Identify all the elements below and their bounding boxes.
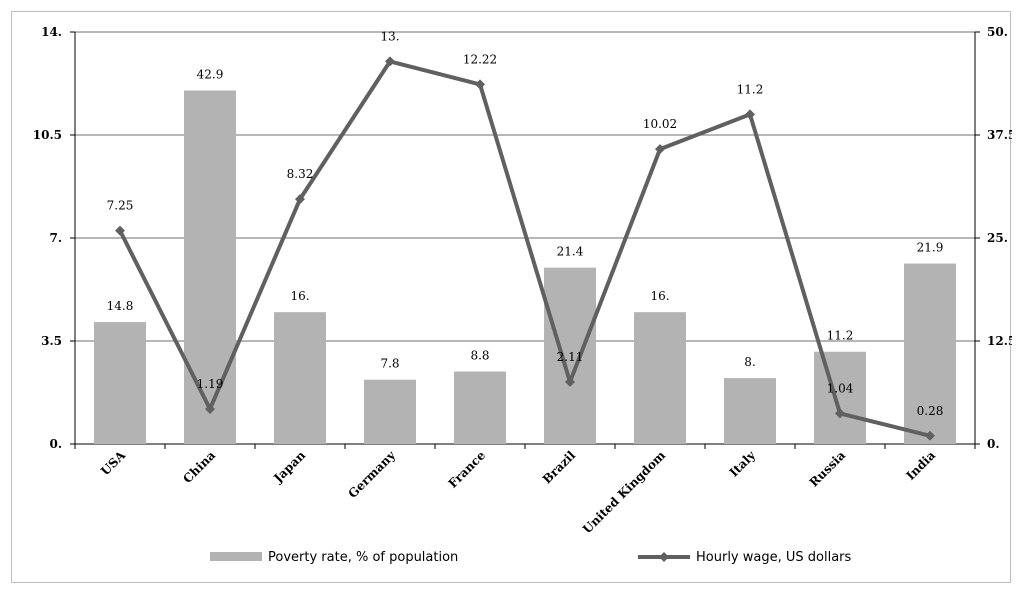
line-data-label: 13. bbox=[380, 29, 399, 43]
wage-point-india bbox=[925, 430, 935, 441]
bar-data-label: 8.8 bbox=[470, 348, 489, 362]
bar-data-label: 21.9 bbox=[917, 241, 944, 255]
bar-china bbox=[184, 90, 236, 444]
y-left-tick-label: 0. bbox=[49, 437, 62, 451]
legend-marker-wage bbox=[659, 552, 669, 562]
x-category-label: China bbox=[180, 448, 218, 486]
bar-united-kingdom bbox=[634, 312, 686, 444]
x-category-label: Italy bbox=[727, 447, 759, 479]
bar-india bbox=[904, 263, 956, 444]
bar-japan bbox=[274, 312, 326, 444]
wage-point-russia bbox=[835, 408, 845, 419]
bar-russia bbox=[814, 351, 866, 444]
x-category-label: Japan bbox=[270, 448, 308, 486]
x-category-label: India bbox=[903, 448, 938, 483]
x-category-label: USA bbox=[98, 448, 128, 478]
line-data-label: 1.04 bbox=[827, 381, 854, 395]
x-category-label: United Kingdom bbox=[580, 448, 668, 536]
bar-data-label: 42.9 bbox=[197, 68, 224, 82]
wage-point-united-kingdom bbox=[655, 144, 665, 155]
line-data-label: 2.11 bbox=[557, 350, 584, 364]
legend-label-wage: Hourly wage, US dollars bbox=[696, 550, 852, 565]
bar-france bbox=[454, 371, 506, 444]
y-left-tick-label: 10.5 bbox=[33, 128, 62, 142]
line-data-label: 7.25 bbox=[107, 199, 134, 213]
legend-label-poverty: Poverty rate, % of population bbox=[268, 550, 458, 565]
wage-point-france bbox=[475, 79, 485, 90]
bar-usa bbox=[94, 322, 146, 444]
chart-frame: 0. 3.5 7. 10.5 14. 0. 12.5 25. 37.5 50. 14.8 42.9 16… bbox=[11, 11, 1012, 583]
wage-point-germany bbox=[385, 56, 395, 67]
bar-data-label: 8. bbox=[744, 355, 755, 369]
bar-data-label: 16. bbox=[650, 289, 669, 303]
bar-data-label: 16. bbox=[290, 289, 309, 303]
x-category-label: France bbox=[446, 448, 489, 491]
line-data-label: 10.02 bbox=[643, 117, 677, 131]
line-data-label: 8.32 bbox=[287, 167, 314, 181]
bar-data-label: 14.8 bbox=[107, 299, 134, 313]
chart: 0. 3.5 7. 10.5 14. 0. 12.5 25. 37.5 50. 14.8 42.9 16… bbox=[33, 25, 1012, 565]
line-data-label: 12.22 bbox=[463, 52, 497, 66]
line-data-label: 1.19 bbox=[197, 377, 224, 391]
y-left-tick-label: 3.5 bbox=[41, 334, 62, 348]
bar-data-label: 21.4 bbox=[557, 245, 584, 259]
y-right-tick-label: 37.5 bbox=[987, 128, 1012, 142]
x-category-label: Russia bbox=[807, 448, 849, 490]
bar-germany bbox=[364, 379, 416, 444]
y-left-tick-label: 14. bbox=[41, 25, 62, 39]
wage-point-italy bbox=[745, 109, 755, 120]
bar-brazil bbox=[544, 267, 596, 444]
y-left-tick-label: 7. bbox=[49, 231, 62, 245]
line-data-label: 11.2 bbox=[737, 82, 764, 96]
legend-swatch-poverty bbox=[210, 552, 262, 561]
bar-data-label: 11.2 bbox=[827, 329, 854, 343]
y-right-tick-label: 25. bbox=[987, 231, 1008, 245]
bar-italy bbox=[724, 378, 776, 444]
y-right-tick-label: 12.5 bbox=[987, 334, 1012, 348]
line-data-label: 0.28 bbox=[917, 404, 944, 418]
wage-line bbox=[118, 59, 931, 438]
bar-data-label: 7.8 bbox=[380, 357, 399, 371]
wage-point-china bbox=[205, 403, 215, 414]
x-category-label: Brazil bbox=[540, 448, 579, 487]
y-right-tick-label: 0. bbox=[987, 437, 1000, 451]
y-right-tick-label: 50. bbox=[987, 25, 1008, 39]
x-category-label: Germany bbox=[346, 447, 399, 500]
wage-point-brazil bbox=[565, 376, 575, 387]
wage-point-usa bbox=[115, 225, 125, 236]
wage-point-japan bbox=[295, 194, 305, 205]
